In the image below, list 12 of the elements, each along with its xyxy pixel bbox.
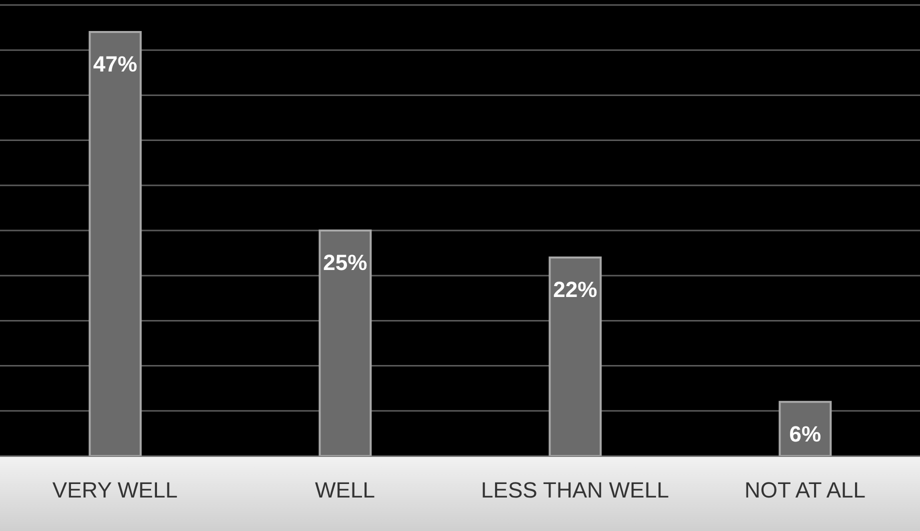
- bar: [778, 400, 832, 456]
- data-label: 25%: [323, 250, 368, 276]
- x-tick-label: VERY WELL: [52, 478, 178, 503]
- x-tick-label: WELL: [315, 478, 375, 503]
- data-label: 6%: [789, 422, 822, 446]
- bar: [548, 256, 602, 456]
- bar: [88, 31, 142, 456]
- data-label: 47%: [93, 52, 138, 77]
- x-tick-label: NOT AT ALL: [744, 478, 866, 503]
- bar: [318, 230, 372, 456]
- data-label: 22%: [553, 277, 598, 302]
- x-tick-label: LESS THAN WELL: [481, 478, 669, 503]
